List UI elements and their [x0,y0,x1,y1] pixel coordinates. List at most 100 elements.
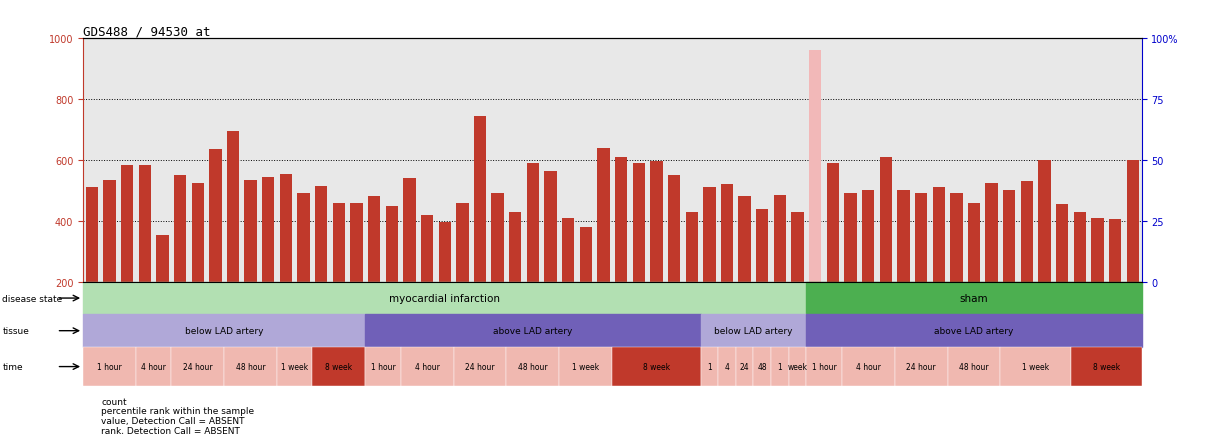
Bar [400,347,453,386]
Bar [192,183,204,282]
Bar [365,347,400,386]
Bar [753,347,772,386]
Text: below LAD artery: below LAD artery [714,326,792,335]
Text: 1 hour: 1 hour [371,362,396,371]
Bar [774,195,786,282]
Bar [474,116,486,282]
Text: 24 hour: 24 hour [183,362,212,371]
Bar [806,347,841,386]
Bar [756,209,768,282]
Bar [421,215,433,282]
Bar [791,212,803,282]
Text: rank, Detection Call = ABSENT: rank, Detection Call = ABSENT [101,426,241,434]
Text: time: time [2,362,23,371]
Bar [806,282,1142,315]
Bar [280,174,292,282]
Bar [313,347,365,386]
Bar [457,203,469,282]
Bar [453,347,507,386]
Bar [810,51,822,282]
Bar [879,158,893,282]
Bar [1071,347,1142,386]
Bar [947,347,1000,386]
Text: 8 week: 8 week [325,362,353,371]
Bar [739,197,751,282]
Bar [438,223,451,282]
Bar [841,347,895,386]
Bar [244,180,256,282]
Bar [85,188,98,282]
Bar [1073,212,1085,282]
Text: sham: sham [960,293,988,303]
Bar [933,188,945,282]
Text: disease state: disease state [2,294,62,303]
Bar [845,194,857,282]
Bar [225,347,277,386]
Bar [580,227,592,282]
Bar [597,148,609,282]
Bar [895,347,947,386]
Bar [1021,182,1033,282]
Text: 24: 24 [740,362,750,371]
Bar [1092,218,1104,282]
Bar [1109,220,1121,282]
Bar [350,203,363,282]
Bar [263,177,275,282]
Bar [668,176,680,282]
Bar [121,165,133,282]
Text: 1 week: 1 week [573,362,600,371]
Text: myocardial infarction: myocardial infarction [389,293,501,303]
Bar [827,164,839,282]
Text: GDS488 / 94530_at: GDS488 / 94530_at [83,25,210,38]
Bar [104,180,116,282]
Bar [718,347,736,386]
Text: 1 week: 1 week [1022,362,1049,371]
Bar [613,347,701,386]
Bar [950,194,962,282]
Text: 1 week: 1 week [281,362,309,371]
Bar [173,176,187,282]
Text: 4 hour: 4 hour [142,362,166,371]
Bar [1127,161,1139,282]
Text: 24 hour: 24 hour [906,362,937,371]
Bar [545,171,557,282]
Text: value, Detection Call = ABSENT: value, Detection Call = ABSENT [101,416,245,425]
Bar [403,179,415,282]
Bar [736,347,753,386]
Bar [701,315,806,347]
Bar [806,315,1142,347]
Text: 8 week: 8 week [643,362,670,371]
Bar [1004,191,1016,282]
Bar [507,347,559,386]
Bar [915,194,927,282]
Text: 1: 1 [778,362,783,371]
Text: 1: 1 [707,362,712,371]
Text: 8 week: 8 week [1093,362,1120,371]
Bar [685,212,698,282]
Bar [298,194,310,282]
Text: week: week [788,362,807,371]
Bar [83,315,365,347]
Text: 48: 48 [757,362,767,371]
Text: 48 hour: 48 hour [518,362,548,371]
Bar [277,347,313,386]
Text: 4: 4 [724,362,729,371]
Bar [562,218,574,282]
Bar [651,162,663,282]
Bar [315,186,327,282]
Bar [1000,347,1071,386]
Bar [136,347,171,386]
Text: 48 hour: 48 hour [960,362,989,371]
Text: count: count [101,397,127,406]
Text: above LAD artery: above LAD artery [934,326,1013,335]
Bar [227,132,239,282]
Bar [171,347,225,386]
Text: 4 hour: 4 hour [856,362,880,371]
Bar [720,185,733,282]
Bar [492,194,504,282]
Text: tissue: tissue [2,326,29,335]
Bar [701,347,718,386]
Bar [156,235,168,282]
Bar [368,197,380,282]
Bar [897,191,910,282]
